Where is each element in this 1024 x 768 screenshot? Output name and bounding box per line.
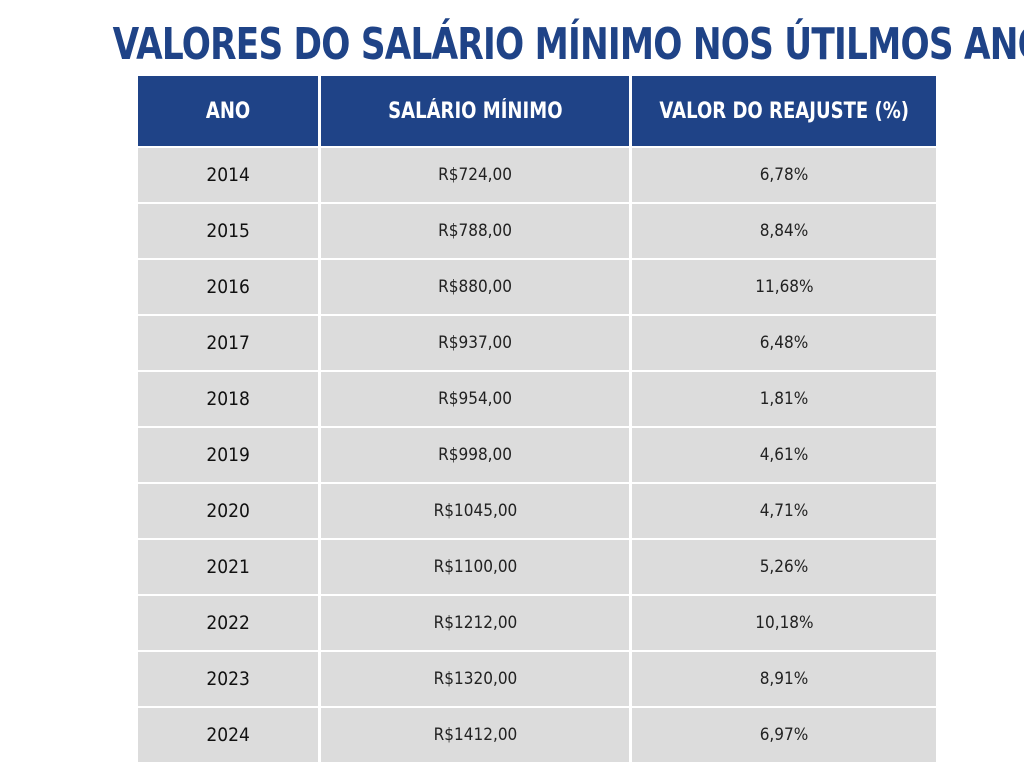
cell-ano-text: 2016 — [206, 276, 250, 298]
cell-reajuste: 4,61% — [632, 428, 936, 482]
cell-salario: R$1412,00 — [321, 708, 629, 762]
cell-salario-text: R$1045,00 — [433, 501, 517, 521]
cell-ano-text: 2024 — [206, 724, 250, 746]
cell-ano: 2024 — [138, 708, 318, 762]
cell-ano: 2019 — [138, 428, 318, 482]
cell-reajuste: 8,84% — [632, 204, 936, 258]
cell-salario-text: R$954,00 — [438, 389, 512, 409]
cell-ano-text: 2014 — [206, 164, 250, 186]
cell-salario: R$937,00 — [321, 316, 629, 370]
cell-reajuste-text: 4,61% — [759, 445, 809, 465]
cell-salario-text: R$788,00 — [438, 221, 512, 241]
cell-salario-text: R$998,00 — [438, 445, 512, 465]
cell-reajuste-text: 11,68% — [754, 277, 814, 297]
cell-reajuste-text: 8,91% — [759, 669, 809, 689]
header-ano: ANO — [138, 76, 318, 146]
cell-reajuste-text: 4,71% — [759, 501, 809, 521]
cell-ano-text: 2020 — [206, 500, 250, 522]
header-reajuste-label: VALOR DO REAJUSTE (%) — [659, 98, 909, 124]
header-valor-reajuste: VALOR DO REAJUSTE (%) — [632, 76, 936, 146]
cell-salario: R$880,00 — [321, 260, 629, 314]
cell-ano-text: 2017 — [206, 332, 250, 354]
header-salario-label: SALÁRIO MÍNIMO — [387, 98, 563, 124]
cell-reajuste: 10,18% — [632, 596, 936, 650]
cell-salario-text: R$1412,00 — [433, 725, 517, 745]
cell-ano-text: 2019 — [206, 444, 250, 466]
cell-ano: 2018 — [138, 372, 318, 426]
cell-reajuste-text: 8,84% — [759, 221, 809, 241]
cell-salario-text: R$880,00 — [438, 277, 512, 297]
cell-ano: 2023 — [138, 652, 318, 706]
cell-salario: R$788,00 — [321, 204, 629, 258]
cell-ano-text: 2015 — [206, 220, 250, 242]
cell-reajuste: 11,68% — [632, 260, 936, 314]
page-title: VALORES DO SALÁRIO MÍNIMO NOS ÚTILMOS AN… — [112, 19, 1024, 70]
cell-salario: R$1320,00 — [321, 652, 629, 706]
cell-reajuste: 8,91% — [632, 652, 936, 706]
salary-table: ANO SALÁRIO MÍNIMO VALOR DO REAJUSTE (%)… — [138, 76, 936, 766]
cell-ano-text: 2023 — [206, 668, 250, 690]
cell-reajuste-text: 6,78% — [759, 165, 809, 185]
cell-salario: R$724,00 — [321, 148, 629, 202]
cell-reajuste-text: 10,18% — [754, 613, 814, 633]
cell-reajuste: 6,97% — [632, 708, 936, 762]
cell-reajuste: 4,71% — [632, 484, 936, 538]
cell-reajuste-text: 6,97% — [759, 725, 809, 745]
cell-ano: 2016 — [138, 260, 318, 314]
cell-salario-text: R$1212,00 — [433, 613, 517, 633]
cell-reajuste-text: 6,48% — [759, 333, 809, 353]
header-salario-minimo: SALÁRIO MÍNIMO — [321, 76, 629, 146]
cell-ano: 2022 — [138, 596, 318, 650]
cell-ano-text: 2018 — [206, 388, 250, 410]
cell-reajuste: 5,26% — [632, 540, 936, 594]
cell-reajuste: 1,81% — [632, 372, 936, 426]
cell-salario-text: R$724,00 — [438, 165, 512, 185]
cell-ano: 2020 — [138, 484, 318, 538]
cell-salario-text: R$1100,00 — [433, 557, 517, 577]
cell-salario: R$1045,00 — [321, 484, 629, 538]
cell-reajuste-text: 5,26% — [759, 557, 809, 577]
cell-ano-text: 2021 — [206, 556, 250, 578]
cell-ano: 2014 — [138, 148, 318, 202]
cell-salario: R$954,00 — [321, 372, 629, 426]
cell-reajuste: 6,78% — [632, 148, 936, 202]
cell-ano: 2021 — [138, 540, 318, 594]
cell-reajuste-text: 1,81% — [759, 389, 809, 409]
cell-salario: R$1100,00 — [321, 540, 629, 594]
cell-ano: 2015 — [138, 204, 318, 258]
cell-ano-text: 2022 — [206, 612, 250, 634]
cell-reajuste: 6,48% — [632, 316, 936, 370]
cell-ano: 2017 — [138, 316, 318, 370]
cell-salario-text: R$1320,00 — [433, 669, 517, 689]
cell-salario: R$998,00 — [321, 428, 629, 482]
header-ano-label: ANO — [205, 98, 251, 124]
cell-salario-text: R$937,00 — [438, 333, 512, 353]
cell-salario: R$1212,00 — [321, 596, 629, 650]
